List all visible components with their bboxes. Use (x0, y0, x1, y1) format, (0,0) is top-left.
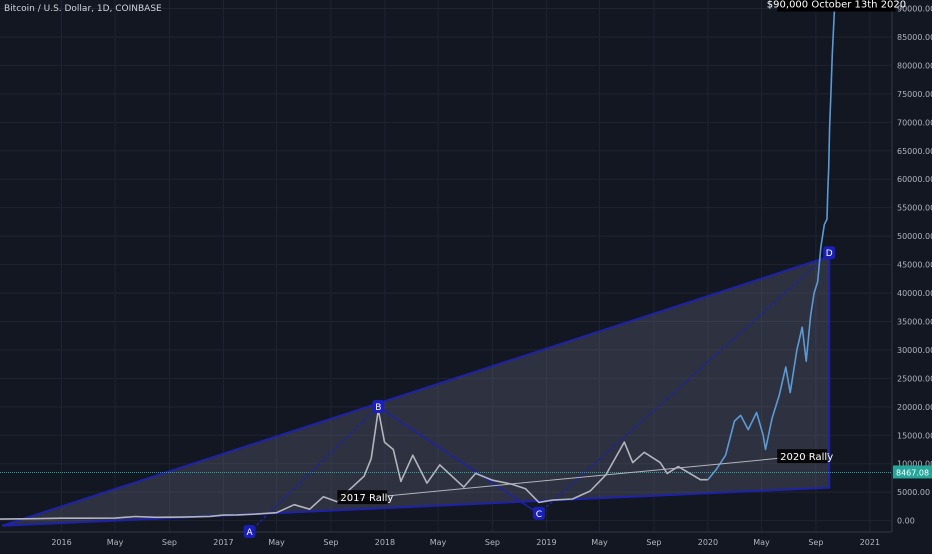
y-tick-label: 10000.00 (897, 460, 932, 469)
y-tick-label: 0.00 (897, 517, 915, 526)
y-tick-label: 20000.00 (897, 403, 932, 412)
pattern-point-label: A (246, 528, 253, 538)
y-tick-label: 45000.00 (897, 261, 932, 270)
y-tick-label: 35000.00 (897, 317, 932, 326)
annotation-box (777, 449, 828, 464)
pattern-point-marker (532, 506, 545, 520)
annotation-box (337, 490, 388, 505)
x-tick-label: 2016 (51, 538, 71, 547)
pattern-point-marker (243, 525, 256, 538)
y-tick-label: 25000.00 (897, 374, 932, 383)
y-tick-label: 70000.00 (897, 118, 932, 127)
annotation-rally-label: 2020 Rally (780, 452, 833, 463)
pattern-point-label: C (536, 510, 542, 520)
current-price-label: 8467.08 (896, 468, 929, 477)
x-tick-label: Sep (808, 538, 823, 547)
historical-price-line (0, 408, 708, 520)
x-tick-label: 2017 (213, 538, 233, 547)
x-tick-label: Sep (485, 538, 500, 547)
y-tick-label: 85000.00 (897, 33, 932, 42)
x-tick-label: Sep (646, 538, 661, 547)
pattern-point-label: D (826, 249, 833, 259)
current-price-badge (893, 465, 932, 479)
annotation-price-target: $90,000 October 13th 2020 (767, 0, 906, 11)
x-tick-label: 2021 (860, 538, 880, 547)
y-tick-label: 40000.00 (897, 289, 932, 298)
y-tick-label: 50000.00 (897, 232, 932, 241)
y-tick-label: 75000.00 (897, 90, 932, 99)
y-tick-label: 30000.00 (897, 346, 932, 355)
annotation-rally-label: 2017 Rally (340, 493, 393, 504)
x-tick-label: 2018 (375, 538, 395, 547)
y-tick-label: 60000.00 (897, 175, 932, 184)
x-tick-label: May (591, 538, 608, 547)
pattern-point-marker (372, 399, 385, 413)
projected-price-line (707, 8, 836, 481)
x-tick-label: May (107, 538, 124, 547)
pattern-triangle (1, 255, 831, 527)
x-tick-label: Sep (323, 538, 338, 547)
y-tick-label: 55000.00 (897, 204, 932, 213)
x-tick-label: Sep (162, 538, 177, 547)
x-tick-label: May (753, 538, 770, 547)
pattern-point-marker (823, 246, 836, 260)
annotation-box (777, 0, 896, 12)
y-tick-label: 15000.00 (897, 431, 932, 440)
pattern-point-label: B (375, 403, 381, 413)
x-tick-label: 2020 (698, 538, 718, 547)
pattern-leg (538, 252, 830, 515)
rally-line (337, 452, 830, 502)
x-tick-label: May (268, 538, 285, 547)
x-tick-label: 2019 (536, 538, 556, 547)
pattern-leg (377, 406, 540, 515)
y-tick-label: 80000.00 (897, 61, 932, 70)
y-tick-label: 65000.00 (897, 147, 932, 156)
y-tick-label: 5000.00 (897, 488, 930, 497)
chart-title: Bitcoin / U.S. Dollar, 1D, COINBASE (4, 4, 162, 14)
x-tick-label: May (430, 538, 447, 547)
y-tick-label: 90000.00 (897, 5, 932, 14)
